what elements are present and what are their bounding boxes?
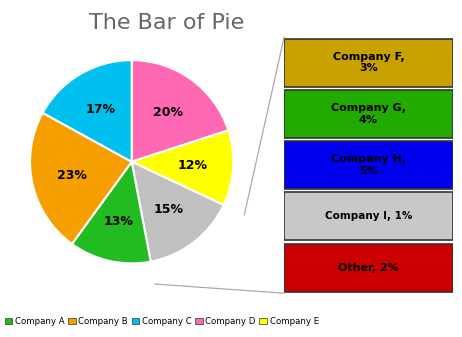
Text: Company G,
4%: Company G, 4% xyxy=(331,103,406,125)
Text: 15%: 15% xyxy=(154,204,184,216)
Bar xyxy=(284,244,453,292)
Text: Company H,
5%: Company H, 5% xyxy=(331,154,406,176)
Wedge shape xyxy=(132,130,233,205)
Bar xyxy=(284,192,453,240)
Wedge shape xyxy=(72,162,151,264)
Wedge shape xyxy=(43,60,132,162)
Text: 17%: 17% xyxy=(85,103,116,116)
Text: 12%: 12% xyxy=(177,159,207,172)
Text: Company F,
3%: Company F, 3% xyxy=(333,52,404,73)
Bar xyxy=(284,39,453,87)
Wedge shape xyxy=(132,162,224,262)
Text: 23%: 23% xyxy=(57,168,87,182)
Legend: Company A, Company B, Company C, Company D, Company E: Company A, Company B, Company C, Company… xyxy=(1,313,322,329)
Text: Company I, 1%: Company I, 1% xyxy=(325,211,412,221)
Text: The Bar of Pie: The Bar of Pie xyxy=(89,13,244,33)
Bar xyxy=(284,141,453,189)
Text: 13%: 13% xyxy=(103,215,134,228)
Text: 20%: 20% xyxy=(152,106,182,119)
Bar xyxy=(284,90,453,138)
Text: Other, 2%: Other, 2% xyxy=(338,263,399,273)
Wedge shape xyxy=(132,60,228,162)
Wedge shape xyxy=(30,113,132,244)
